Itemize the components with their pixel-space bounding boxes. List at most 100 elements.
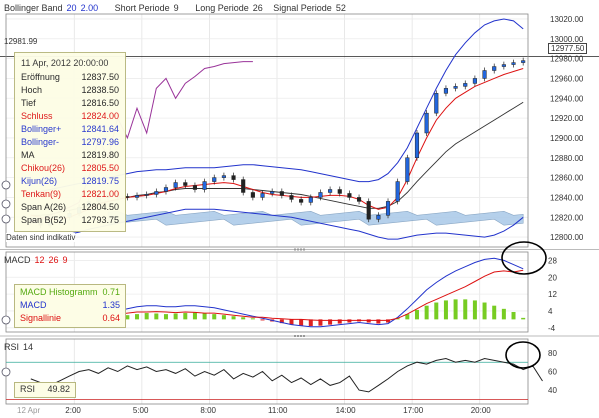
tooltip-row-value: 12837.50 [81,72,119,82]
bollinger-deviation: 2.00 [80,3,99,13]
tooltip-date: 11 Apr, 2012 20:00:00 [21,58,109,68]
macd-y-tick-label: 4 [548,307,553,316]
cloud-area [107,210,524,226]
macd-histogram-bar [135,314,140,320]
macd-histogram-bar [434,302,439,320]
divider-grip [300,248,302,251]
macd-panel-frame [5,251,529,333]
macd-histogram-bar [337,319,342,324]
tooltip-row: Tenkan(9) 12821.00 [21,189,119,201]
rsi-title: RSI 14 [4,342,37,352]
macd-histogram-bar [212,314,217,320]
series-marker-icon [1,199,11,209]
candle-body [299,199,304,203]
candle-body [414,132,420,159]
rsi-legend: RSI 49.82 [14,382,76,398]
rsi-y-tick-label: 80 [548,349,557,358]
tooltip-row-value: 12821.00 [81,189,119,199]
y-axis-ticks: 12800.00 12820.00 12840.00 12860.00 12880.00… [548,15,584,395]
candle-body [347,193,352,198]
candle-body [260,193,265,198]
tooltip-row: MA 12819.80 [21,150,119,162]
macd-legend-label: Signallinie [20,313,62,323]
tooltip-row: Eröffnung 12837.50 [21,72,119,84]
tooltip-row-label: Tief [21,98,36,108]
macd-histogram-bar [405,314,410,320]
short-period-value: 9 [173,3,179,13]
price-y-tick-label: 12980.00 [550,55,584,64]
candle-body [463,83,468,87]
annotation-circles [501,241,547,369]
tooltip-row: Chikou(26) 12805.50 [21,163,119,175]
bollinger-period: 20 [66,3,77,13]
candle-body [144,194,149,196]
macd-histogram-bar [241,317,246,320]
candle-body [202,181,207,190]
macd-histogram-bar [443,300,448,320]
macd-legend-label: MACD Histogramm [20,287,98,297]
candle-body [279,191,284,196]
x-tick-label: 8:00 [200,406,216,415]
candle-body [482,70,487,79]
macd-y-tick-label: -4 [548,324,556,333]
macd-legend-value: 1.35 [102,300,120,310]
macd-legend-row: MACD 1.35 [20,300,120,312]
rsi-y-tick-label: 40 [548,386,557,395]
ichimoku-cloud [107,210,524,226]
rsi-series [6,357,543,400]
macd-histogram-bar [173,313,178,320]
tooltip-row-label: Span B(52) [21,215,67,225]
price-y-tick-label: 12900.00 [550,134,584,143]
candle-body [337,189,342,194]
macd-legend-row: MACD Histogramm 0.71 [20,287,120,299]
candle-body [250,192,255,198]
annotation-circle-rsi [505,341,541,369]
candle-body [318,192,323,198]
macd-legend-label: MACD [20,300,47,310]
macd-y-tick-label: 20 [548,273,557,282]
short-period-label: Short Periode [114,3,170,13]
price-panel-frame [5,13,529,248]
macd-histogram [28,299,526,327]
candle-body [221,175,226,178]
macd-slow: 26 [48,255,59,265]
candle-body [521,60,526,63]
candle-body [357,197,362,202]
macd-fast: 12 [34,255,45,265]
divider-grip [303,248,305,251]
bollinger-label: Bollinger Band [4,3,63,13]
ohlc-tooltip: 11 Apr, 2012 20:00:00 Eröffnung 12837.50 H… [14,52,126,232]
candle-body [501,64,506,67]
indicator-header: Bollinger Band 20 2.00 Short Periode 9 Long… [4,3,350,15]
rsi-line [30,357,543,393]
tooltip-row-label: Span A(26) [21,202,67,212]
candle-body [192,185,197,190]
tooltip-row-value: 12816.50 [81,98,119,108]
divider-grip [294,248,296,251]
macd-histogram-bar [250,318,255,320]
tooltip-row-label: MA [21,150,35,160]
tooltip-row-label: Chikou(26) [21,163,66,173]
macd-legend-value: 0.71 [102,287,120,297]
macd-histogram-bar [299,319,304,326]
x-tick-label: 20:00 [471,406,492,415]
tooltip-row-value: 12824.00 [81,111,119,121]
macd-histogram-bar [347,319,352,323]
divider-grip [297,248,299,251]
macd-histogram-bar [472,300,477,320]
x-tick-label: 12 Apr [17,406,40,415]
candle-body [443,88,448,94]
macd-label: MACD [4,255,31,265]
candle-body [376,215,381,220]
tooltip-row-value: 12805.50 [81,163,119,173]
tooltip-row-value: 12841.64 [81,124,119,134]
price-y-tick-label: 12960.00 [550,74,584,83]
macd-histogram-bar [366,319,371,323]
x-tick-label: 11:00 [268,406,288,415]
macd-y-tick-label: 12 [548,290,557,299]
tooltip-row-label: Tenkan(9) [21,189,62,199]
tooltip-row-value: 12804.50 [81,202,119,212]
candle-body [212,177,217,182]
panel-borders [0,13,599,405]
